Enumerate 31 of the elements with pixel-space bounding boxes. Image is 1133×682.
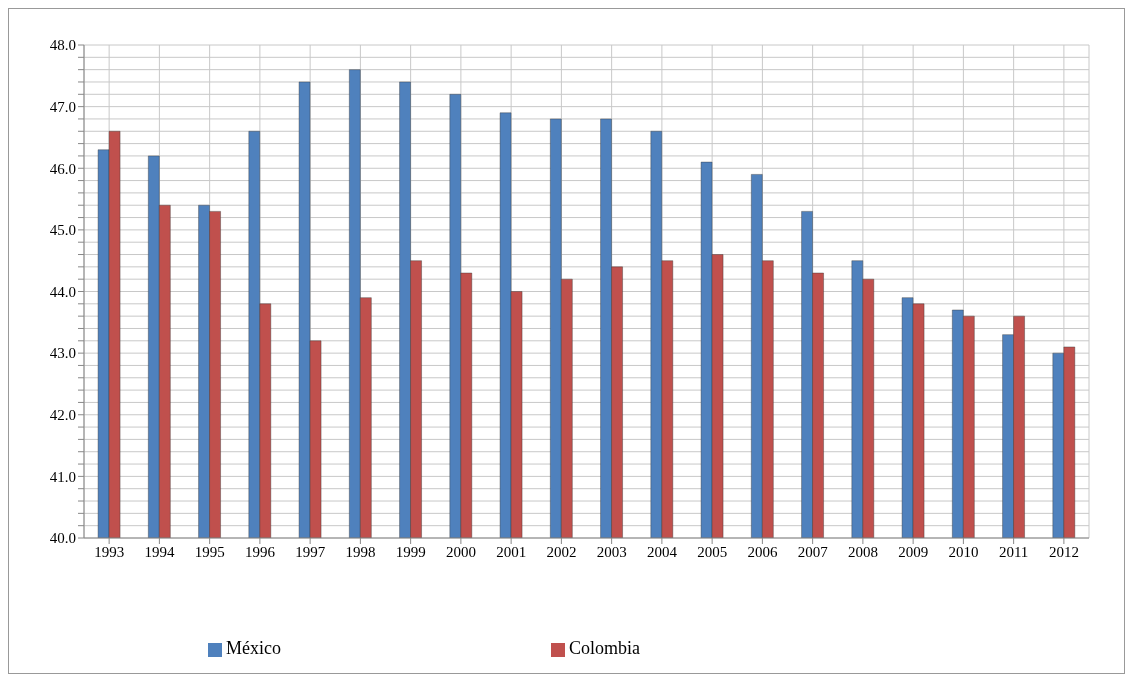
x-tick-label: 2002: [546, 543, 577, 560]
x-tick-label: 1999: [395, 543, 426, 560]
x-tick-label: 2004: [646, 543, 678, 560]
x-tick-label: 1995: [194, 543, 225, 560]
x-tick-label: 1993: [94, 543, 125, 560]
y-tick-label: 47.0: [49, 98, 76, 115]
x-tick-label: 2003: [596, 543, 627, 560]
x-tick-label: 2001: [496, 543, 527, 560]
x-tick-label: 2005: [697, 543, 728, 560]
y-tick-label: 45.0: [49, 222, 76, 239]
x-tick-label: 1996: [244, 543, 276, 560]
legend-label: Colombia: [568, 638, 640, 658]
y-tick-label: 44.0: [49, 283, 76, 300]
x-tick-label: 2011: [998, 543, 1029, 560]
x-tick-label: 1997: [295, 543, 326, 560]
x-tick-label: 1994: [144, 543, 175, 560]
y-tick-label: 43.0: [49, 345, 76, 362]
x-tick-label: 2012: [1048, 543, 1079, 560]
y-tick-label: 48.0: [49, 37, 76, 54]
x-tick-label: 2007: [797, 543, 829, 560]
y-tick-label: 40.0: [49, 530, 76, 547]
y-tick-label: 41.0: [49, 468, 76, 485]
x-tick-label: 2000: [445, 543, 476, 560]
y-tick-label: 42.0: [49, 407, 76, 424]
y-tick-label: 46.0: [49, 160, 76, 177]
legend-label: México: [226, 638, 281, 658]
x-tick-label: 2010: [948, 543, 979, 560]
x-tick-label: 2009: [898, 543, 929, 560]
x-tick-label: 2008: [847, 543, 878, 560]
x-tick-label: 1998: [345, 543, 376, 560]
x-tick-label: 2006: [747, 543, 778, 560]
